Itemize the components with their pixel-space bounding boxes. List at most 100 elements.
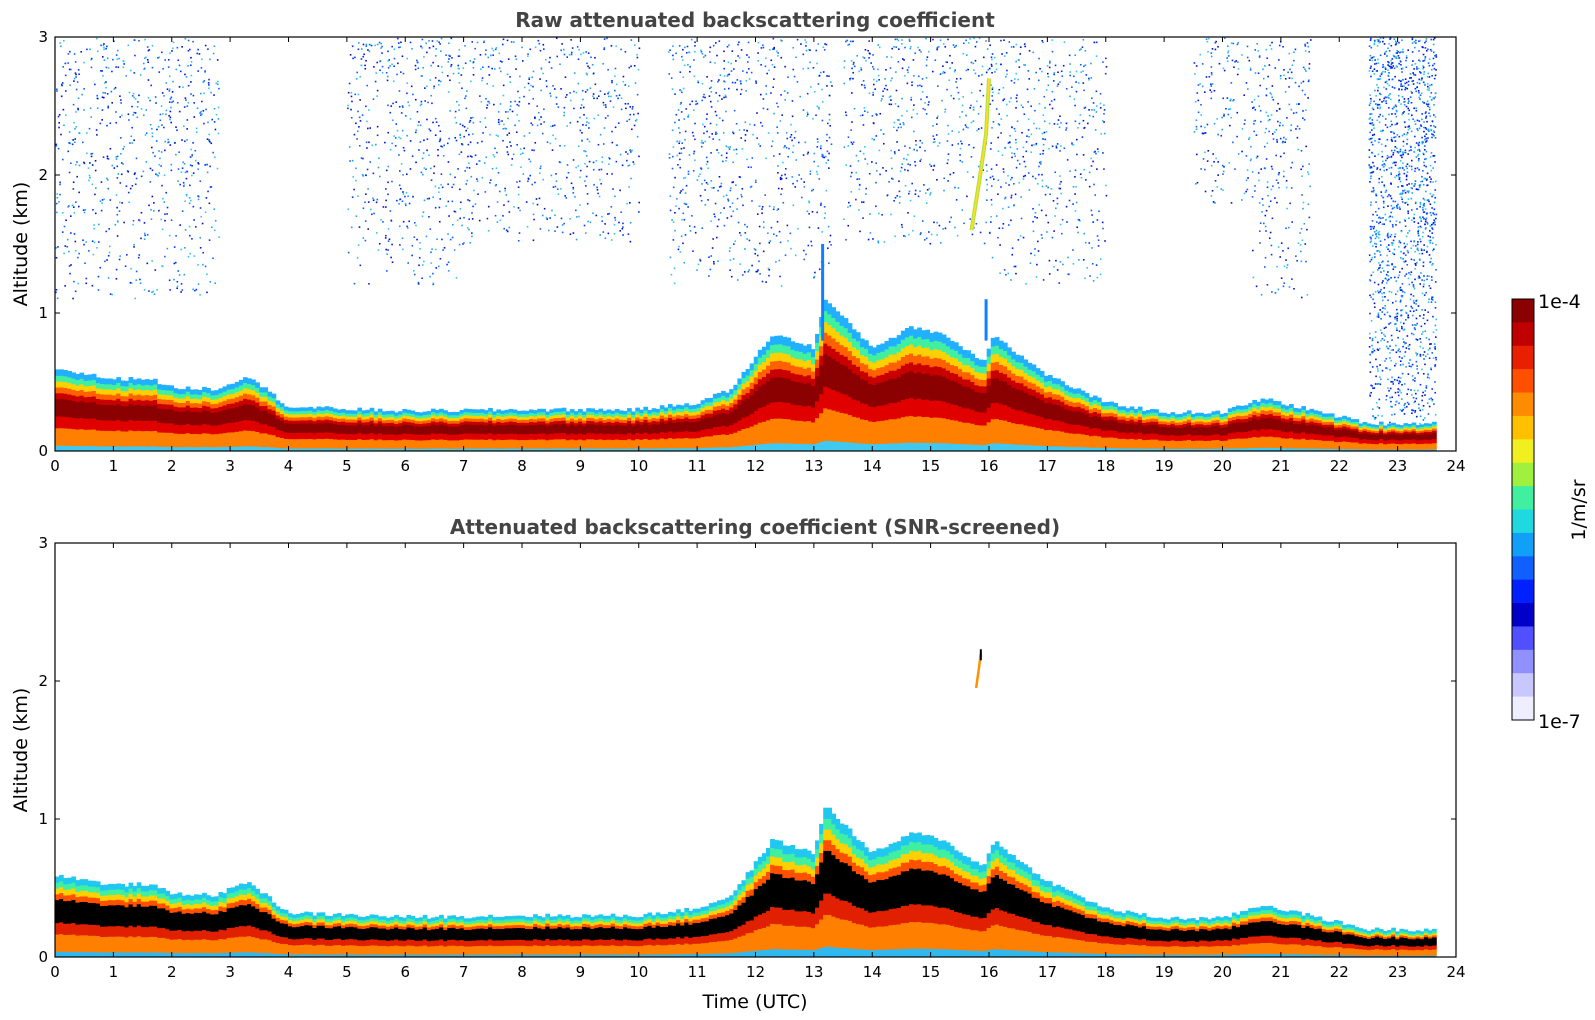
noise-speck [498, 190, 501, 193]
noise-speck [1411, 412, 1413, 415]
noise-speck [878, 79, 881, 81]
noise-speck [860, 68, 863, 71]
noise-speck [1384, 71, 1386, 73]
noise-speck [620, 108, 623, 111]
noise-speck [448, 137, 450, 140]
noise-speck [1391, 414, 1393, 416]
noise-speck [123, 145, 125, 148]
noise-speck [1040, 163, 1042, 165]
noise-speck [777, 208, 780, 210]
noise-speck [1299, 244, 1302, 246]
noise-speck [576, 120, 579, 123]
noise-speck [1020, 217, 1023, 220]
noise-speck [901, 226, 904, 228]
noise-speck [758, 260, 760, 263]
noise-speck [573, 107, 575, 110]
noise-speck [457, 67, 460, 70]
noise-speck [1272, 185, 1274, 188]
noise-speck [768, 205, 771, 208]
noise-speck [169, 144, 172, 146]
noise-speck [1423, 102, 1425, 104]
noise-speck [468, 199, 471, 202]
noise-speck [437, 83, 440, 86]
noise-speck [368, 50, 371, 53]
noise-speck [1426, 275, 1429, 277]
noise-speck [98, 241, 100, 243]
noise-speck [708, 256, 710, 258]
noise-speck [740, 49, 743, 51]
noise-speck [389, 65, 391, 67]
noise-speck [1370, 141, 1373, 144]
noise-speck [862, 124, 865, 126]
noise-speck [1381, 261, 1383, 264]
noise-speck [96, 134, 98, 136]
noise-speck [725, 194, 728, 197]
noise-speck [1430, 98, 1433, 101]
noise-speck [764, 65, 767, 68]
noise-speck [1290, 108, 1293, 111]
noise-speck [780, 174, 783, 177]
noise-speck [751, 157, 754, 159]
noise-speck [813, 160, 816, 163]
noise-speck [864, 86, 866, 89]
noise-speck [518, 119, 520, 122]
noise-speck [442, 155, 445, 157]
noise-speck [1071, 143, 1073, 146]
noise-speck [1279, 137, 1282, 140]
noise-speck [1375, 221, 1378, 223]
noise-speck [773, 46, 776, 49]
noise-speck [1096, 148, 1099, 150]
noise-speck [728, 44, 730, 46]
noise-speck [1409, 77, 1411, 79]
noise-speck [487, 56, 490, 59]
noise-speck [1369, 225, 1372, 228]
noise-speck [583, 113, 585, 116]
noise-speck [631, 149, 633, 152]
noise-speck [878, 212, 880, 215]
noise-speck [622, 75, 625, 78]
noise-speck [1307, 171, 1309, 173]
noise-speck [625, 151, 627, 153]
noise-speck [1404, 406, 1406, 409]
noise-speck [601, 220, 604, 222]
noise-speck [418, 256, 421, 259]
noise-speck [355, 78, 358, 80]
noise-speck [479, 95, 481, 97]
noise-speck [872, 238, 874, 240]
noise-speck [767, 132, 770, 134]
noise-speck [1407, 113, 1410, 115]
noise-speck [1401, 88, 1403, 91]
noise-speck [1422, 211, 1425, 214]
noise-speck [865, 193, 867, 195]
noise-speck [504, 187, 506, 190]
noise-speck [634, 82, 637, 84]
noise-speck [817, 43, 820, 45]
noise-speck [1304, 44, 1307, 47]
noise-speck [997, 179, 1000, 182]
noise-speck [942, 72, 944, 74]
noise-speck [58, 114, 61, 116]
noise-speck [891, 167, 893, 170]
noise-speck [1391, 244, 1394, 246]
noise-speck [1286, 117, 1288, 119]
noise-speck [217, 118, 220, 120]
noise-speck [197, 48, 199, 51]
noise-speck [1397, 276, 1400, 279]
noise-speck [1210, 66, 1213, 68]
noise-speck [875, 205, 877, 208]
noise-speck [67, 206, 69, 208]
noise-speck [1368, 104, 1371, 106]
noise-speck [1370, 384, 1372, 387]
noise-speck [585, 154, 588, 157]
noise-speck [504, 127, 506, 130]
noise-speck [1014, 265, 1017, 268]
noise-speck [1393, 323, 1396, 326]
noise-speck [901, 114, 903, 117]
noise-speck [1378, 103, 1381, 106]
noise-speck [207, 190, 209, 193]
noise-speck [506, 151, 509, 153]
noise-speck [1420, 217, 1422, 220]
noise-speck [435, 248, 437, 251]
noise-speck [1197, 111, 1200, 114]
noise-speck [1059, 115, 1061, 117]
